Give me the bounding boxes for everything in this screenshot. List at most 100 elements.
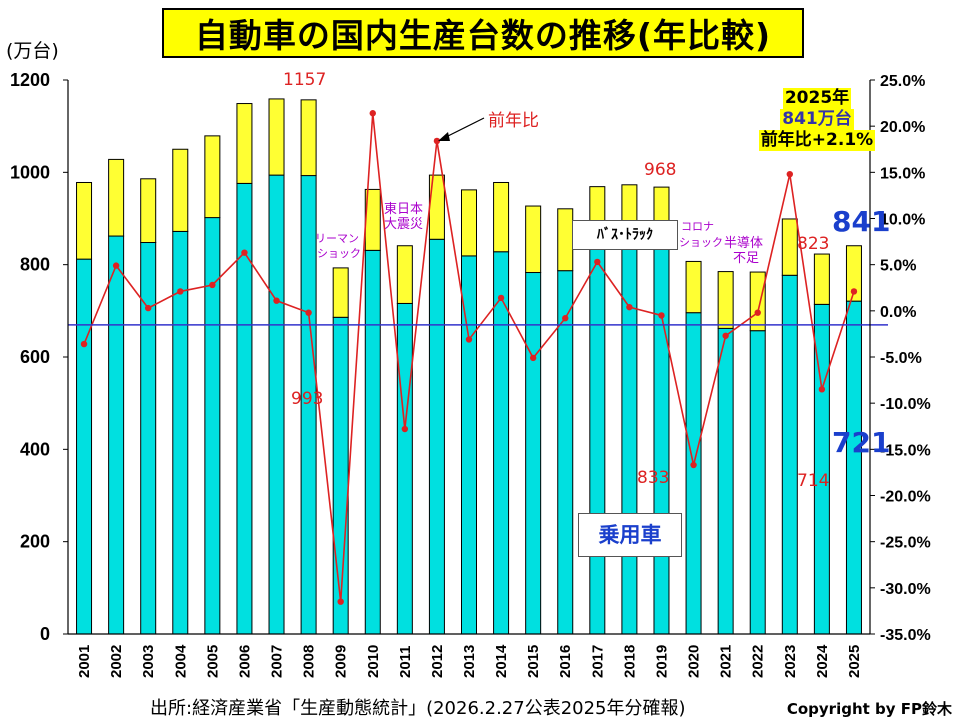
bar-passenger-2010 [364, 249, 381, 635]
x-tick-label: 2021 [718, 645, 735, 678]
x-tick-label: 2003 [140, 645, 157, 678]
bar-bus-truck-2025 [845, 245, 862, 302]
bar-bus-truck-2021 [717, 271, 734, 329]
summary-total: 841万台 [780, 109, 854, 130]
annotation-quake-1: 東日本 [384, 202, 424, 217]
bar-bus-truck-2020 [685, 260, 702, 314]
y2-tick-label: 25.0% [880, 73, 925, 90]
annotation-968: 968 [644, 160, 677, 180]
bar-bus-truck-2024 [813, 253, 830, 305]
yoy-point-2004 [177, 288, 184, 295]
yoy-arrow [443, 117, 485, 139]
bar-passenger-2009 [332, 316, 349, 635]
annotation-1157: 1157 [283, 70, 327, 90]
yoy-point-2014 [497, 294, 505, 302]
bar-passenger-2013 [461, 255, 477, 635]
bar-bus-truck-2014 [493, 181, 510, 253]
x-tick-label: 2020 [686, 645, 703, 678]
summary-yoy: 前年比+2.1% [758, 130, 876, 151]
y-tick-label: 1000 [10, 162, 50, 182]
bar-bus-truck-2011 [396, 245, 413, 304]
y-tick-label: 1200 [10, 70, 50, 90]
x-tick-label: 2014 [493, 644, 510, 678]
x-tick-label: 2016 [557, 645, 574, 678]
x-tick-label: 2007 [269, 645, 286, 678]
yoy-line-group [80, 110, 858, 605]
bar-bus-truck-2006 [236, 103, 253, 184]
bar-passenger-2023 [781, 274, 798, 635]
bar-bus-truck-2008 [300, 99, 317, 177]
x-tick-label: 2025 [846, 645, 863, 678]
y2-tick-label: 15.0% [880, 165, 925, 182]
annotation-833: 833 [637, 468, 670, 488]
x-tick-label: 2015 [525, 645, 542, 678]
yoy-point-2009 [337, 598, 344, 605]
axes-group: 0 200 400 600 800 1000 1200 25.0% 20.0% 15.0% 10.0… [10, 70, 931, 678]
bar-bus-truck-2003 [140, 178, 157, 244]
x-tick-label: 2023 [782, 645, 799, 678]
bar-passenger-2020 [685, 312, 702, 635]
legend-bus-truck: ﾊﾞｽ･ﾄﾗｯｸ [572, 220, 678, 250]
annotation-quake-2: 大震災 [384, 217, 424, 232]
x-tick-label: 2002 [108, 645, 125, 678]
x-tick-label: 2018 [621, 645, 638, 678]
summary-year: 2025年 [782, 88, 852, 109]
yoy-point-2023 [786, 170, 793, 178]
yoy-point-2020 [690, 461, 697, 469]
yoy-point-2007 [273, 297, 280, 304]
yoy-point-2024 [818, 386, 826, 393]
annotation-823: 823 [797, 234, 830, 254]
y2-tick-label: -5.0% [880, 350, 922, 367]
yoy-point-2002 [112, 262, 120, 269]
annotation-lehman-2: ショック [317, 247, 361, 260]
yoy-point-2022 [754, 309, 761, 316]
bar-passenger-2019 [653, 248, 670, 635]
bar-passenger-2002 [108, 235, 125, 635]
x-tick-label: 2009 [333, 645, 350, 678]
bar-passenger-2021 [717, 327, 734, 635]
x-tick-label: 2011 [397, 645, 414, 678]
bar-bus-truck-2023 [781, 218, 798, 276]
annotation-lehman-1: リーマン [315, 232, 359, 245]
y2-tick-label: 10.0% [880, 212, 925, 229]
x-tick-label: 2019 [653, 645, 670, 678]
yoy-point-2013 [465, 336, 473, 343]
x-tick-label: 2006 [236, 645, 253, 678]
y2-tick-label: -30.0% [880, 581, 931, 598]
y-tick-label: 0 [40, 624, 50, 644]
bar-bus-truck-2013 [461, 189, 477, 257]
bar-bus-truck-2001 [76, 181, 93, 260]
yoy-point-2001 [80, 340, 88, 348]
yoy-point-2006 [241, 249, 248, 256]
x-tick-label: 2012 [429, 645, 446, 678]
legend-passenger: 乗用車 [578, 513, 682, 557]
y2-tick-label: -35.0% [880, 627, 931, 644]
yoy-point-2016 [562, 315, 569, 322]
x-tick-label: 2010 [365, 645, 382, 678]
y-axis-unit: (万台) [6, 40, 59, 62]
bar-passenger-2022 [749, 330, 766, 635]
yoy-point-2005 [209, 281, 216, 289]
bar-passenger-2011 [396, 302, 413, 635]
yoy-point-2015 [529, 354, 537, 362]
annotation-993: 993 [291, 389, 324, 409]
annotation-chip-1: 半導体 [724, 236, 764, 251]
yoy-point-2025 [850, 288, 858, 295]
y-tick-label: 800 [20, 255, 50, 275]
y2-tick-label: -20.0% [880, 489, 931, 506]
yoy-point-2012 [433, 137, 441, 145]
annotation-714: 714 [797, 471, 830, 491]
y2-tick-label: 20.0% [880, 119, 925, 136]
y-tick-label: 600 [20, 347, 50, 367]
bar-bus-truck-2005 [204, 135, 221, 219]
bar-bus-truck-2009 [332, 267, 349, 318]
yoy-point-2011 [401, 425, 409, 433]
bar-passenger-2017 [589, 248, 606, 635]
bars-group [76, 98, 862, 635]
y2-tick-label: 5.0% [880, 258, 916, 275]
y2-tick-label: -25.0% [880, 535, 931, 552]
annotation-corona-1: コロナ [681, 220, 714, 233]
yoy-point-2008 [305, 309, 312, 316]
chart-title: 自動車の国内生産台数の推移(年比較) [162, 8, 804, 58]
x-tick-label: 2017 [589, 645, 606, 678]
